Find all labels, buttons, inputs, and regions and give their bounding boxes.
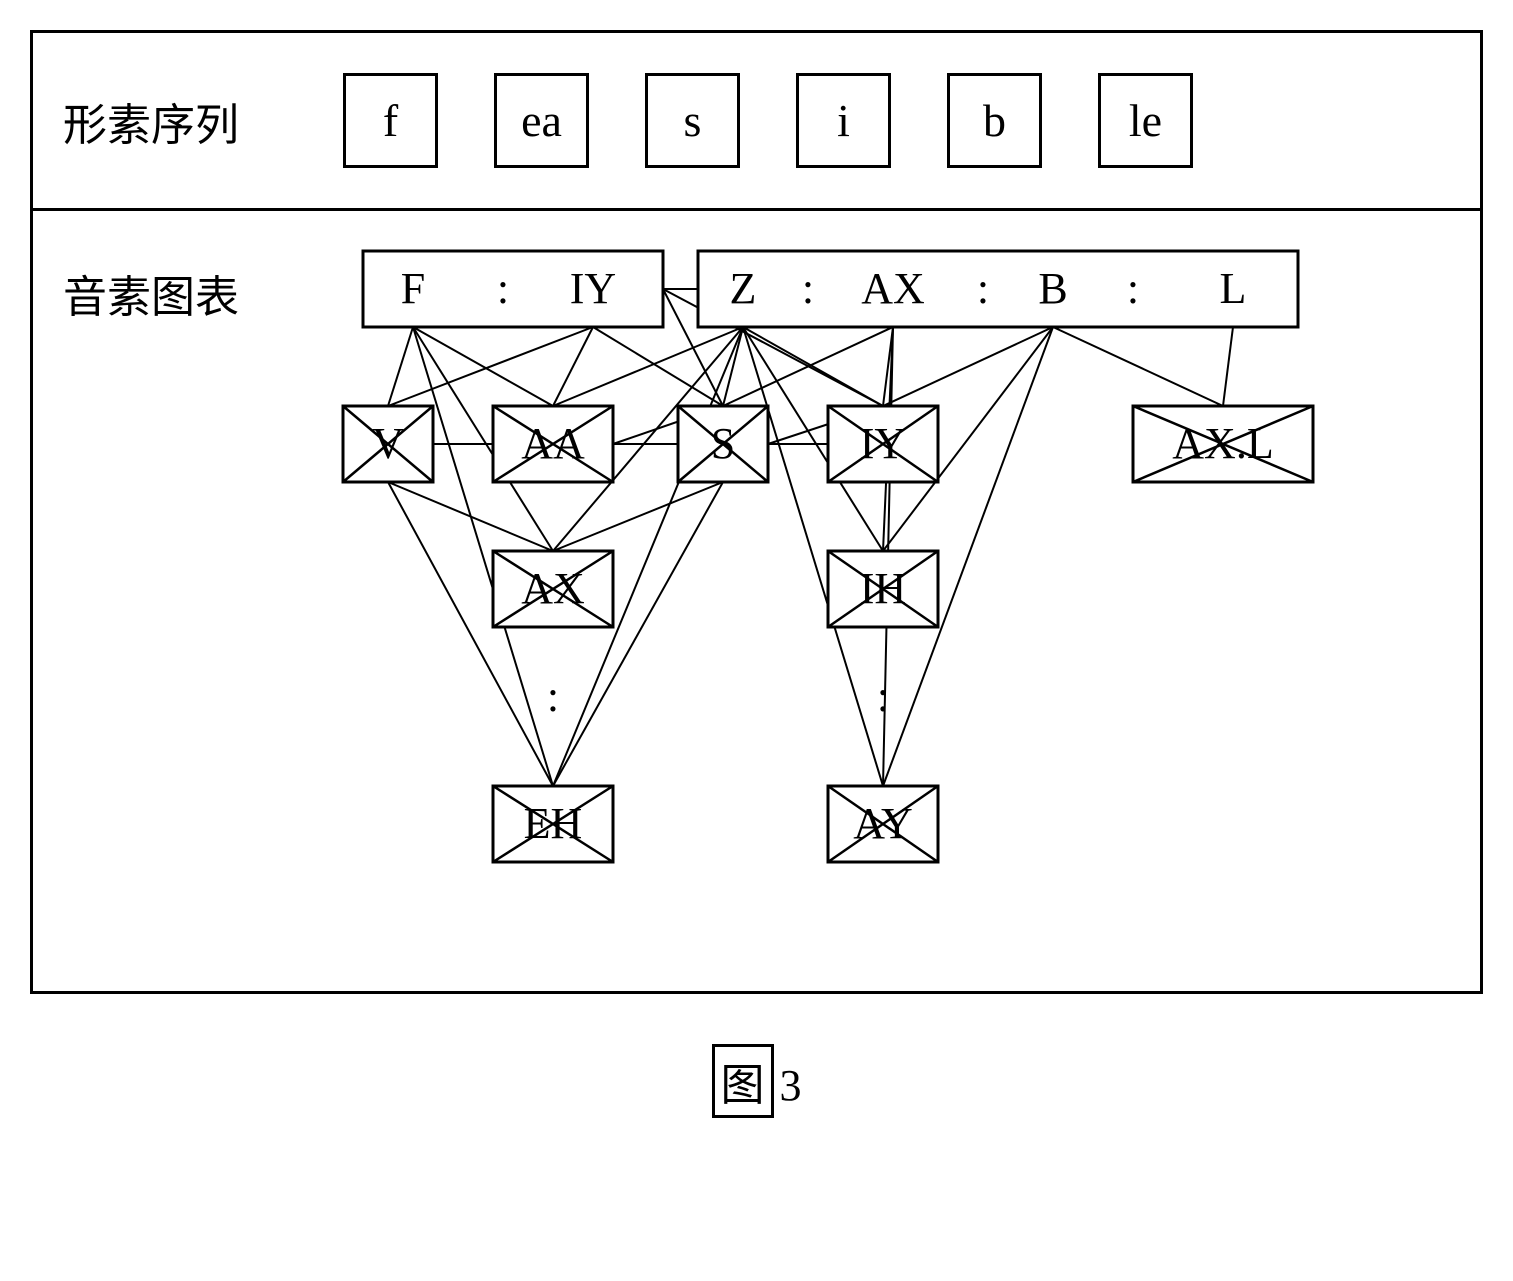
svg-text:L: L	[1220, 264, 1247, 313]
grapheme-row: 形素序列 feasible	[33, 33, 1480, 211]
svg-text:Z: Z	[730, 264, 757, 313]
ellipsis: :	[877, 672, 889, 721]
phoneme-alt-node: S	[678, 406, 768, 482]
grapheme-box: b	[947, 73, 1042, 168]
grapheme-box: i	[796, 73, 891, 168]
grapheme-box: le	[1098, 73, 1193, 168]
svg-text::: :	[802, 264, 814, 313]
grapheme-box: s	[645, 73, 740, 168]
svg-text:AX.L: AX.L	[1172, 419, 1273, 468]
diagram-frame: 形素序列 feasible 音素图表 F: IY Z: AX: B: L V AA S IY AX.…	[30, 30, 1483, 994]
grapheme-sequence: feasible	[343, 73, 1193, 168]
caption-number: 3	[780, 1061, 802, 1110]
grapheme-box: ea	[494, 73, 589, 168]
svg-text:AY: AY	[853, 799, 913, 848]
phoneme-lattice: F:IYZ:AX:B:LVAASIYAX.LAXIHEHAY::	[333, 231, 1433, 971]
phoneme-alt-node: IH	[828, 551, 938, 627]
phoneme-alt-node: V	[343, 406, 433, 482]
svg-text::: :	[1127, 264, 1139, 313]
phoneme-alt-node: EH	[493, 786, 613, 862]
phoneme-top-box: F: IY	[363, 251, 663, 327]
svg-text:V: V	[372, 419, 404, 468]
figure-caption: 图3	[30, 1044, 1483, 1118]
phoneme-alt-node: AX	[493, 551, 613, 627]
phoneme-alt-node: AX.L	[1133, 406, 1313, 482]
svg-text:IH: IH	[860, 564, 906, 613]
edges	[388, 289, 1233, 786]
caption-box: 图	[712, 1044, 774, 1118]
svg-text:IY: IY	[860, 419, 906, 468]
phoneme-top-box: Z: AX: B: L	[698, 251, 1298, 327]
svg-text:EH: EH	[524, 799, 583, 848]
phoneme-row: 音素图表 F:IYZ:AX:B:LVAASIYAX.LAXIHEHAY::	[33, 211, 1480, 991]
svg-text::: :	[977, 264, 989, 313]
svg-text:IY: IY	[570, 264, 616, 313]
svg-text:AX: AX	[521, 564, 585, 613]
ellipsis: :	[547, 672, 559, 721]
figure-container: 形素序列 feasible 音素图表 F: IY Z: AX: B: L V AA S IY AX.…	[30, 30, 1483, 1118]
svg-text:B: B	[1038, 264, 1067, 313]
svg-text:F: F	[401, 264, 425, 313]
svg-text:AX: AX	[861, 264, 925, 313]
phoneme-alt-node: AY	[828, 786, 938, 862]
grapheme-row-label: 形素序列	[63, 89, 323, 153]
phoneme-row-label: 音素图表	[63, 261, 323, 325]
svg-text:S: S	[711, 419, 735, 468]
grapheme-box: f	[343, 73, 438, 168]
svg-text::: :	[497, 264, 509, 313]
svg-text:AA: AA	[521, 419, 585, 468]
phoneme-alt-node: IY	[828, 406, 938, 482]
phoneme-alt-node: AA	[493, 406, 613, 482]
